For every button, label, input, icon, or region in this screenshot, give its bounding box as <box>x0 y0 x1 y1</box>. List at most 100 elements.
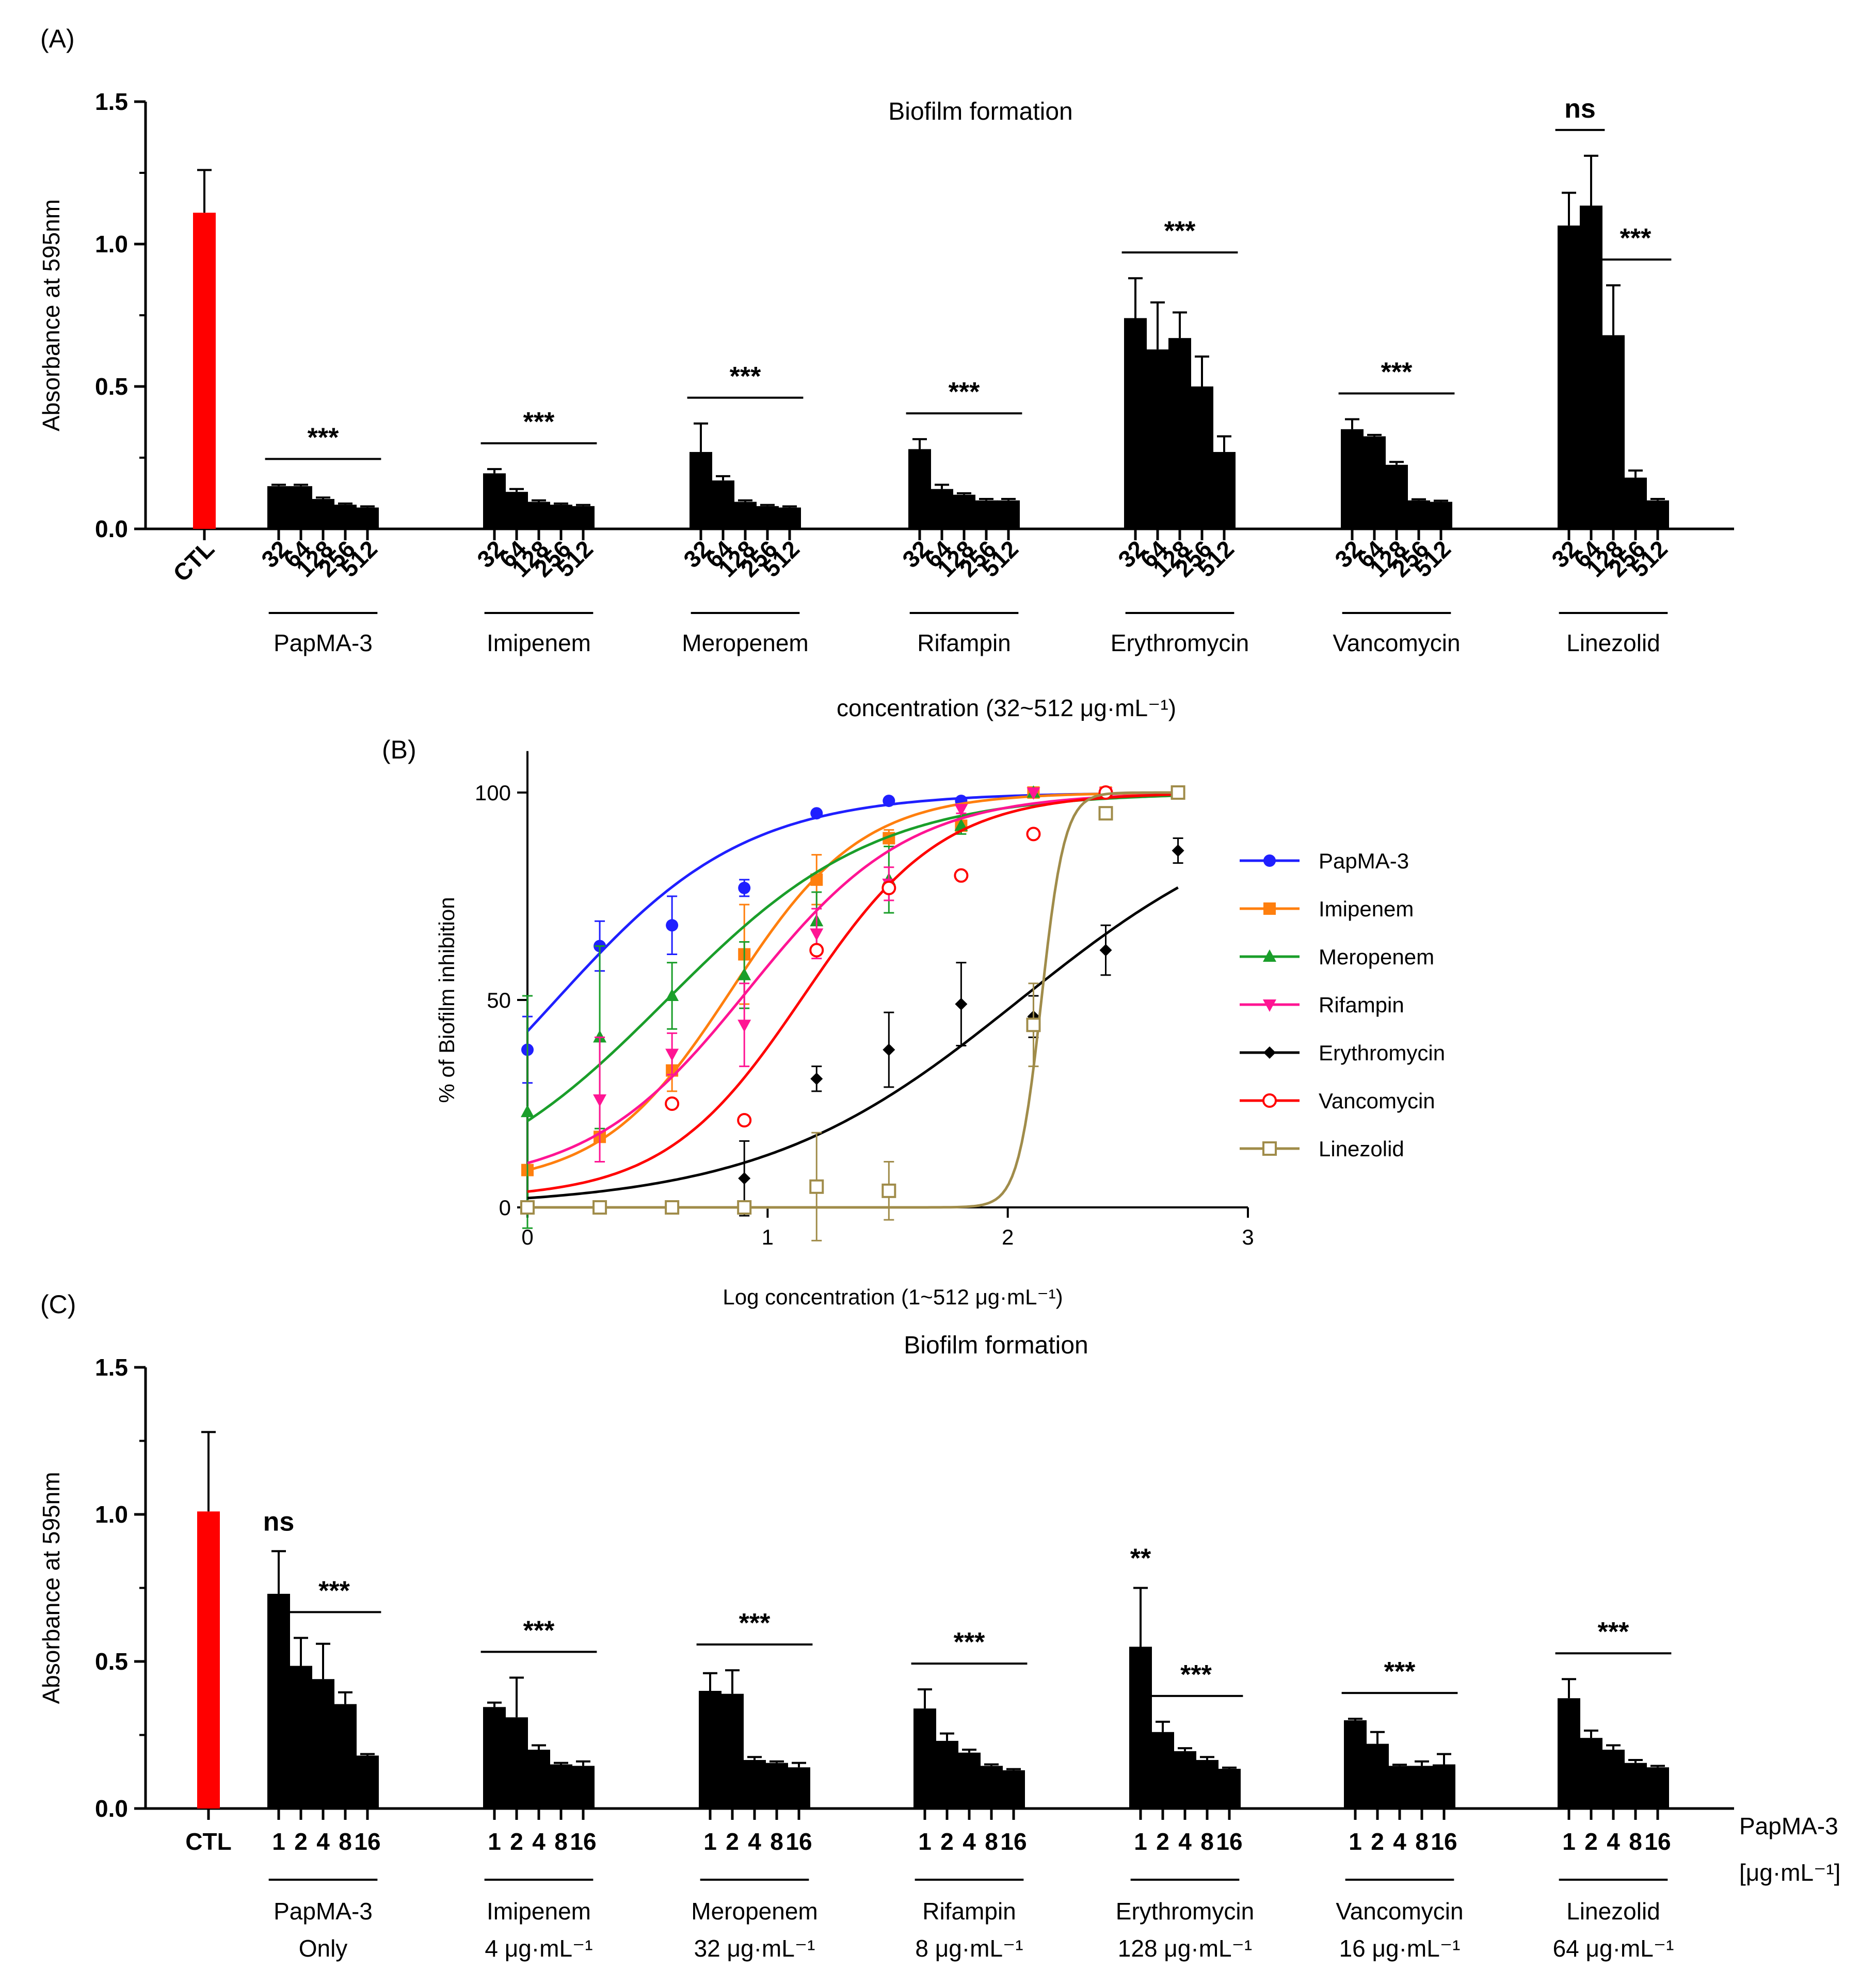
fit-curve <box>527 792 1178 1172</box>
significance-label: ns <box>1564 94 1596 124</box>
bar <box>572 1766 595 1809</box>
bar <box>690 451 712 529</box>
data-point <box>1026 827 1041 842</box>
bar <box>1168 338 1191 529</box>
data-point <box>665 1200 680 1215</box>
bar <box>1218 1769 1241 1809</box>
bar <box>953 494 975 529</box>
y-axis-title: Absorbance at 595nm <box>38 199 65 431</box>
bar <box>980 1766 1003 1809</box>
data-point <box>737 1200 752 1215</box>
significance-label: *** <box>730 362 761 392</box>
y-tick-label: 0.5 <box>95 373 128 400</box>
x-tick-label: 4 <box>963 1828 976 1855</box>
x-tick-label: 2 <box>510 1828 523 1855</box>
x-tick-label: 2 <box>1584 1828 1598 1855</box>
x-tick-label: 8 <box>339 1828 352 1855</box>
y-tick-label: 0.0 <box>95 515 128 542</box>
bar <box>1344 1720 1367 1809</box>
bar <box>756 506 779 529</box>
legend-label: Vancomycin <box>1319 1089 1435 1113</box>
data-point <box>737 1020 751 1032</box>
legend-label: Rifampin <box>1319 993 1404 1017</box>
significance-label: *** <box>1384 1657 1416 1687</box>
bar <box>1624 1763 1647 1809</box>
bar <box>931 489 953 529</box>
group-name: Meropenem <box>691 1898 817 1925</box>
bar <box>734 502 757 529</box>
bar <box>1602 1750 1625 1809</box>
data-point <box>665 988 679 1001</box>
group-name: Linezolid <box>1566 1898 1660 1925</box>
bar <box>550 1764 572 1809</box>
x-tick-label: 2 <box>940 1828 954 1855</box>
group-name: Rifampin <box>917 629 1011 656</box>
data-point <box>1171 785 1185 800</box>
x-tick-label: 4 <box>1178 1828 1192 1855</box>
bar <box>334 1704 357 1809</box>
y-axis-title: Absorbance at 595nm <box>38 1472 65 1704</box>
y-tick-label: 50 <box>487 988 511 1012</box>
panel-label-b: (B) <box>382 735 416 764</box>
bar <box>572 506 595 529</box>
bar <box>505 492 528 529</box>
x-tick-label: 1 <box>1349 1828 1362 1855</box>
data-point <box>881 880 896 895</box>
bar <box>267 486 290 529</box>
bar <box>356 1755 379 1809</box>
data-point <box>665 1048 679 1061</box>
data-point <box>810 807 823 820</box>
data-point <box>1099 944 1112 957</box>
group-name: Imipenem <box>487 629 591 656</box>
y-axis-title: % of Biofilm inhibition <box>435 897 459 1103</box>
y-tick-label: 0.0 <box>95 1795 128 1822</box>
x-tick-label: 16 <box>1000 1828 1027 1855</box>
x-tick-label: 3 <box>1242 1225 1254 1249</box>
series-vancomycin <box>520 785 1185 1215</box>
panel-label-c: (C) <box>40 1290 76 1319</box>
bar <box>356 507 379 529</box>
significance-label: *** <box>739 1608 771 1638</box>
data-point <box>1263 1046 1276 1059</box>
y-tick-label: 0 <box>499 1196 511 1220</box>
data-point <box>665 1096 680 1111</box>
group-name: Linezolid <box>1566 629 1660 656</box>
bar <box>1407 500 1430 529</box>
x-tick-label: 1 <box>272 1828 285 1855</box>
bar <box>1174 1751 1196 1809</box>
x-tick-label: 2 <box>1156 1828 1169 1855</box>
x-tick-label: 8 <box>1415 1828 1429 1855</box>
panel-a-bar-chart: Biofilm formation 0.0 0.5 1.0 1.5 Absorbance … <box>38 88 1734 721</box>
group-name: Rifampin <box>922 1898 1016 1925</box>
significance-label: *** <box>523 1616 555 1645</box>
data-point <box>593 1094 607 1107</box>
bar <box>1646 500 1669 529</box>
group-subname: 128 μg·mL⁻¹ <box>1118 1935 1252 1962</box>
bar <box>483 1707 506 1809</box>
y-tick-label: 1.0 <box>95 1501 128 1528</box>
bar <box>1580 205 1602 529</box>
x-tick-label: CTL <box>168 535 219 587</box>
series-linezolid <box>520 785 1185 1241</box>
chart-title: Biofilm formation <box>904 1332 1088 1359</box>
x-tick-label: 1 <box>918 1828 932 1855</box>
bar <box>743 1759 766 1809</box>
data-point <box>810 1072 823 1085</box>
bar <box>958 1752 981 1809</box>
chart-title: Biofilm formation <box>888 98 1072 125</box>
x-axis-title: Log concentration (1~512 μg·mL⁻¹) <box>723 1285 1063 1309</box>
group-name: PapMA-3 <box>274 629 373 656</box>
data-point <box>1172 844 1184 857</box>
x-tick-label: 2 <box>294 1828 308 1855</box>
bar <box>505 1717 528 1809</box>
data-point <box>1263 949 1276 962</box>
x-tick-label: 4 <box>748 1828 761 1855</box>
x-tick-label: 1 <box>1134 1828 1147 1855</box>
legend-label: Erythromycin <box>1319 1041 1445 1065</box>
x-tick-label: 1 <box>703 1828 717 1855</box>
data-point <box>883 1043 895 1056</box>
bar <box>936 1740 958 1809</box>
group-subname: Only <box>299 1935 348 1962</box>
legend-label: Imipenem <box>1319 897 1414 921</box>
x-tick-label: 4 <box>316 1828 330 1855</box>
